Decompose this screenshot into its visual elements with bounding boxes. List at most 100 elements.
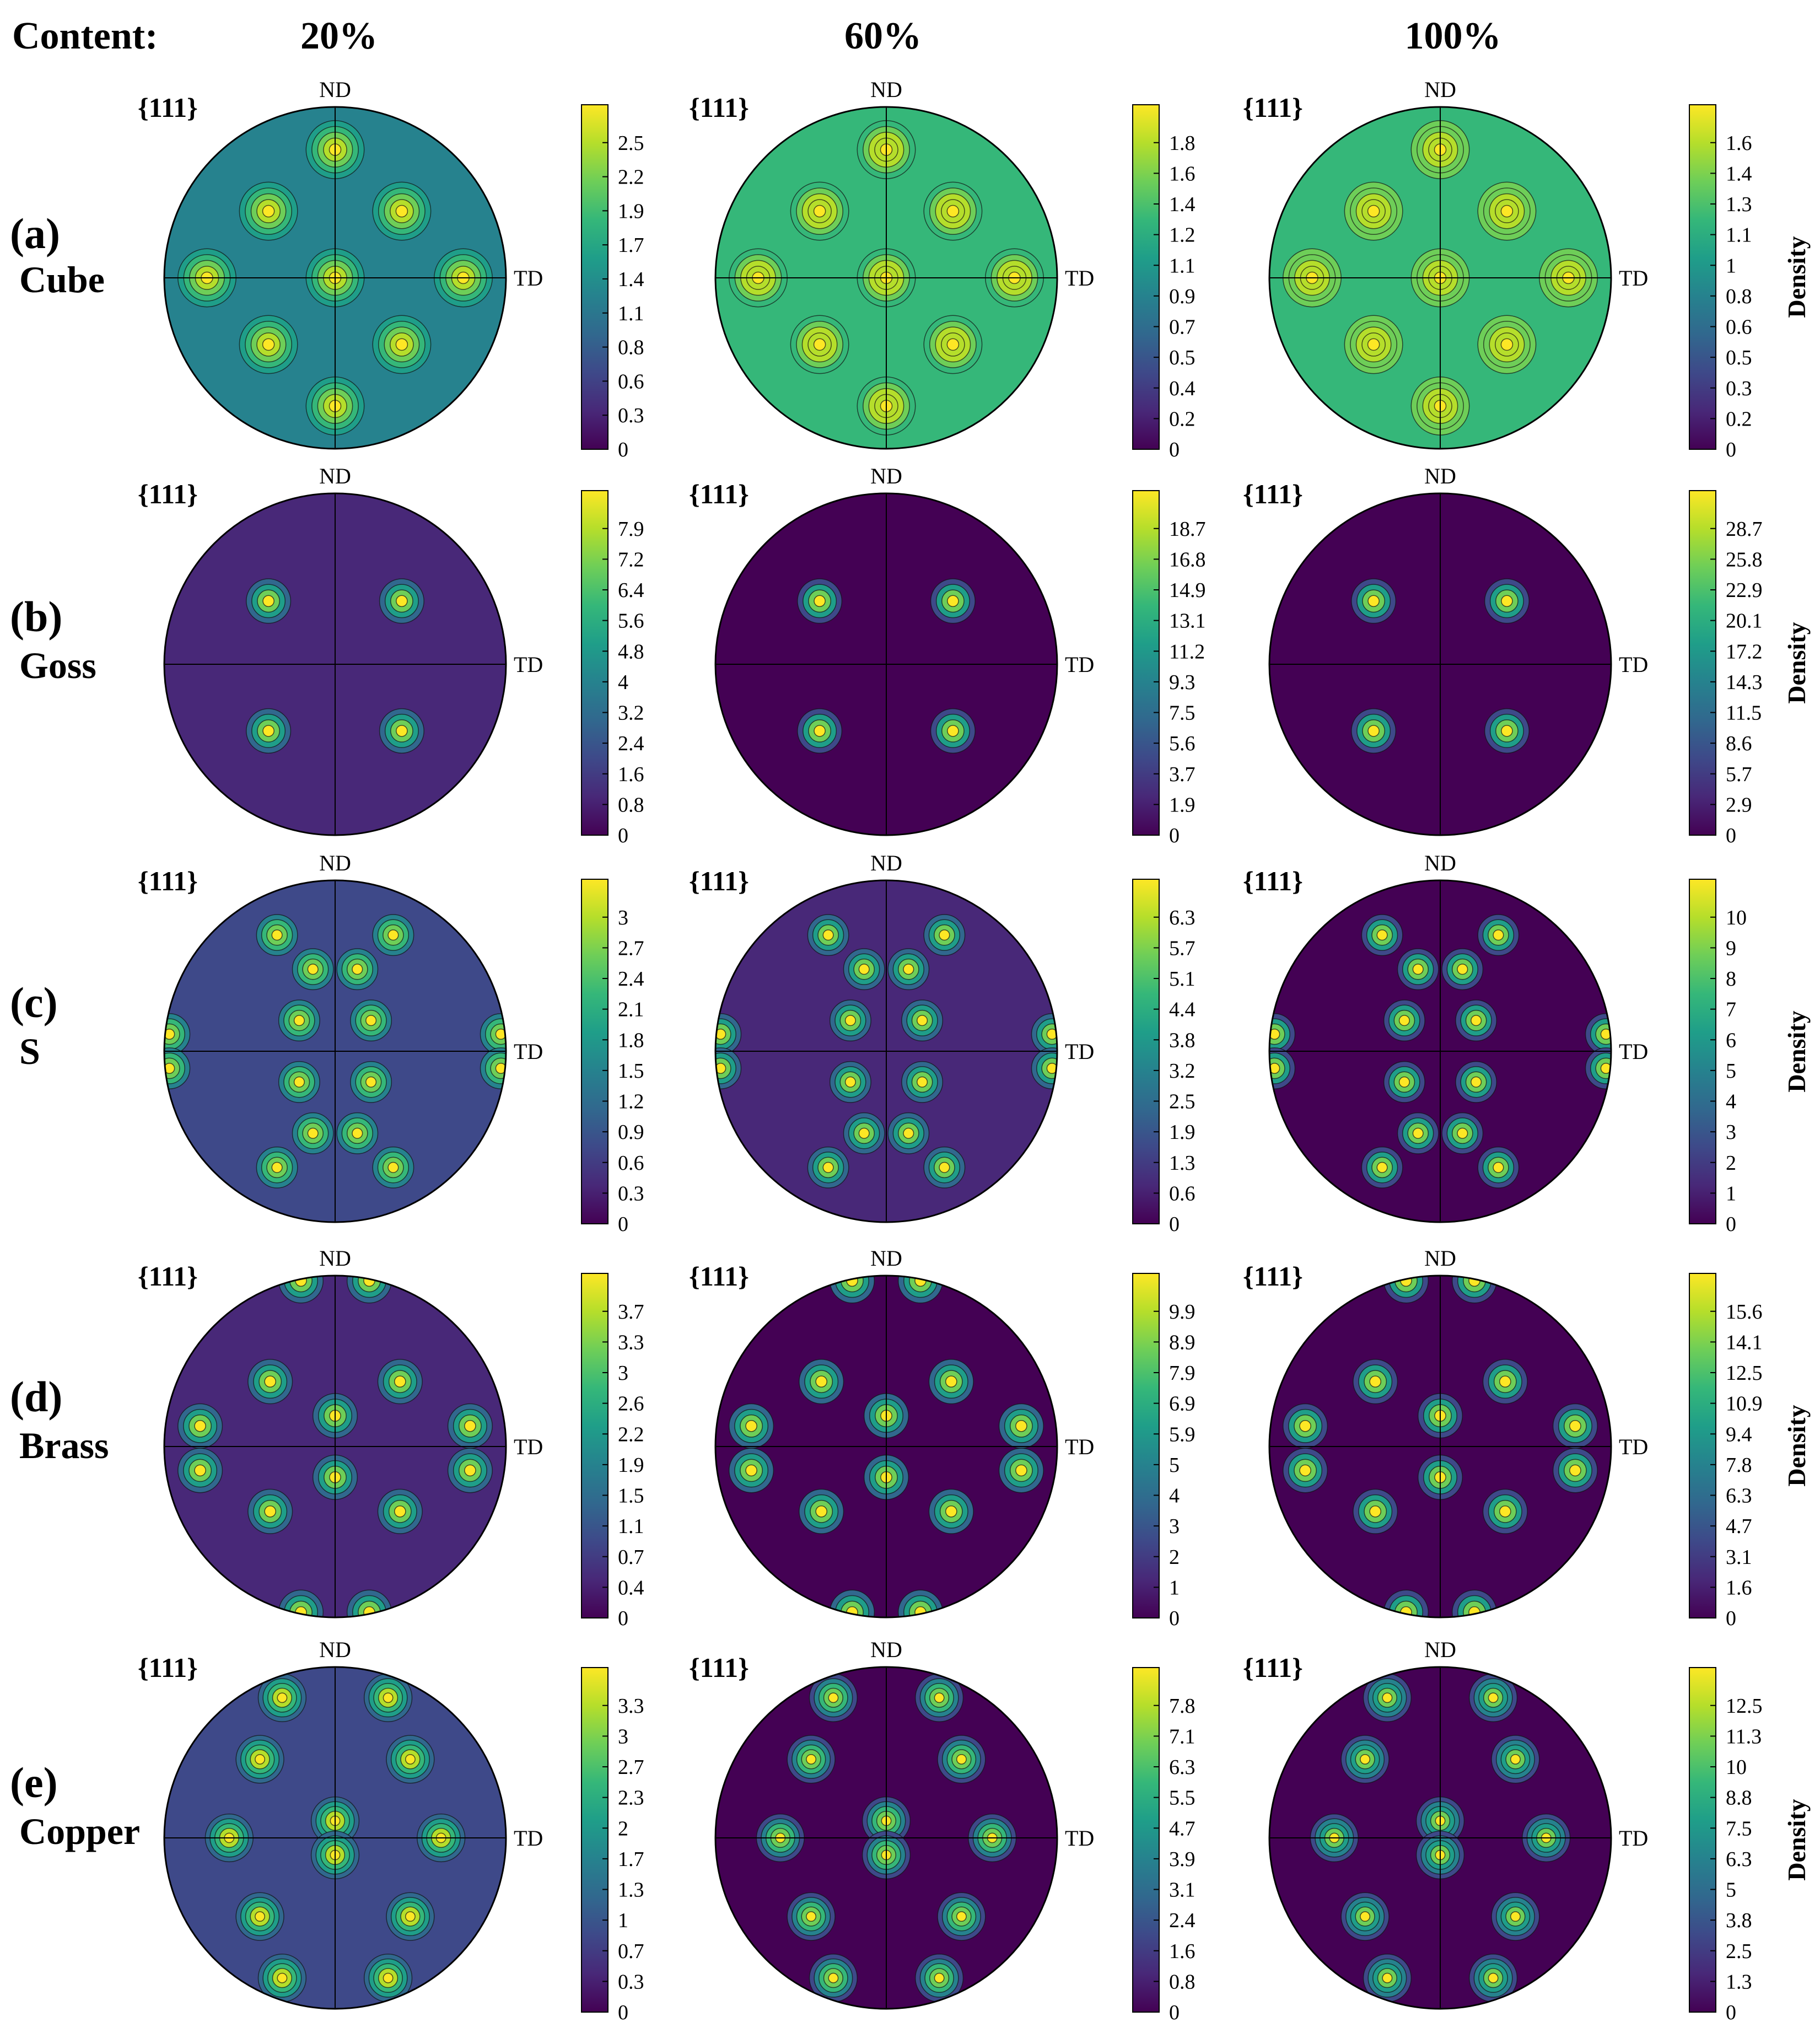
density-peak: [1402, 1079, 1407, 1085]
density-peak: [1495, 932, 1501, 938]
nd-label: ND: [319, 851, 351, 875]
colorbar-tick-label: 14.3: [1726, 671, 1763, 694]
colorbar-tick-label: 4.7: [1169, 1817, 1196, 1840]
density-peak: [941, 1165, 947, 1170]
nd-label: ND: [870, 464, 902, 488]
colorbar-tick-label: 3.8: [1726, 1909, 1752, 1932]
colorbar-tick-label: 0.8: [1169, 1970, 1196, 1993]
density-peak: [906, 966, 911, 972]
colorbar-tick-label: 2.5: [618, 132, 644, 155]
density-peak: [848, 1079, 853, 1085]
colorbar-tick-label: 3.1: [1726, 1546, 1752, 1569]
colorbar-tick-label: 6.3: [1169, 1756, 1196, 1779]
plane-family-label: {111}: [138, 865, 198, 896]
density-peak: [274, 932, 280, 938]
density-peak: [949, 341, 957, 348]
pole-figure-panel: {111} ND TD 3.7 3.3 3 2.6 2.2 1.9 1.5 1.1 0.7 0.4 0: [138, 1246, 644, 1630]
colorbar: [1132, 1667, 1160, 2013]
colorbar-tick-label: 3: [1169, 1515, 1180, 1538]
colorbar-tick-label: 1.9: [1169, 793, 1196, 816]
row-name-brass: Brass: [19, 1424, 109, 1466]
colorbar: [1132, 490, 1160, 836]
content-header: Content:: [12, 15, 158, 57]
colorbar-tick-label: 5.7: [1169, 937, 1196, 960]
density-peak: [1302, 1423, 1308, 1429]
density-peak: [399, 598, 405, 604]
colorbar-tick-label: 1.7: [618, 234, 644, 257]
colorbar-tick-label: 5.6: [1169, 732, 1196, 755]
colorbar-tick-label: 1.6: [1169, 1940, 1196, 1963]
colorbar: [1689, 1667, 1716, 2013]
colorbar-tick-label: 12.5: [1726, 1695, 1763, 1718]
density-peak: [1371, 598, 1376, 604]
column-header-20: 20%: [300, 15, 378, 57]
colorbar-tick-label: 18.7: [1169, 518, 1206, 541]
colorbar-tick-label: 4: [1726, 1090, 1736, 1114]
nd-label: ND: [319, 1246, 351, 1271]
density-peak: [749, 1423, 754, 1429]
pole-figure-outline: [714, 1275, 1058, 1618]
colorbar-tick-label: 7: [1726, 998, 1736, 1021]
density-peak: [816, 341, 823, 348]
density-peak: [1490, 1975, 1496, 1981]
density-peak: [1402, 1018, 1407, 1023]
density-peak: [948, 1508, 954, 1514]
colorbar-tick-label: 5.7: [1726, 763, 1752, 786]
density-peak: [267, 1508, 273, 1514]
colorbar-tick-label: 2.3: [618, 1787, 644, 1810]
density-peak: [808, 1913, 814, 1919]
colorbar-tick-label: 1.3: [618, 1879, 644, 1902]
td-label: TD: [514, 652, 543, 677]
pole-figure-panel: {111} ND TD 1.8 1.6 1.4 1.2 1.1 0.9 0.7 0.5 0.4 0.2 0: [689, 77, 1196, 461]
density-peak: [397, 1379, 403, 1385]
colorbar-tick-label: 1.6: [1726, 1576, 1752, 1599]
pole-figure-panel: {111} ND TD 1.6 1.4 1.3 1.1 1 0.8 0.6 0.5 0.3 0.2 0 De…: [1243, 77, 1811, 461]
pole-figure-outline: [1268, 1666, 1612, 2010]
colorbar-tick-label: 1.5: [618, 1060, 644, 1083]
colorbar-tick-label: 5: [1726, 1060, 1736, 1083]
density-peak: [1370, 207, 1377, 215]
plane-family-label: {111}: [1243, 865, 1303, 896]
density-peak: [166, 1031, 172, 1037]
plane-family-label: {111}: [689, 865, 749, 896]
plane-family-label: {111}: [689, 1652, 749, 1683]
colorbar-tick-label: 1.6: [1169, 162, 1196, 185]
density-peak: [1502, 1379, 1508, 1385]
pole-figure-outline: [163, 1666, 507, 2010]
density-peak: [1502, 1508, 1508, 1514]
pole-figure-panel: {111} ND TD 6.3 5.7 5.1 4.4 3.8 3.2 2.5 1.9 1.3 0.6 0: [689, 851, 1196, 1236]
colorbar-tick-label: 3: [1726, 1121, 1736, 1144]
density-peak: [1603, 1066, 1609, 1071]
colorbar-tick-label: 15.6: [1726, 1300, 1763, 1324]
pole-figure-outline: [1268, 879, 1612, 1223]
colorbar-tick-label: 0.5: [1726, 346, 1752, 369]
pole-figure-panel: {111} ND TD 3 2.7 2.4 2.1 1.8 1.5 1.2 0.9 0.6 0.3 0: [138, 851, 644, 1236]
colorbar-tick-label: 6.3: [1726, 1848, 1752, 1871]
colorbar-density-label: Density: [1783, 236, 1811, 318]
td-label: TD: [1619, 1039, 1648, 1064]
density-peak: [950, 728, 956, 734]
density-peak: [398, 341, 406, 348]
colorbar-density-label: Density: [1783, 622, 1811, 703]
density-peak: [1473, 1079, 1479, 1085]
density-peak: [1573, 1467, 1578, 1474]
density-peak: [407, 1756, 413, 1762]
colorbar-tick-label: 3.7: [618, 1300, 644, 1324]
density-peak: [467, 1467, 473, 1474]
colorbar-tick-label: 2: [1726, 1152, 1736, 1175]
colorbar-tick-label: 0.7: [618, 1546, 644, 1569]
colorbar: [1132, 879, 1160, 1224]
colorbar-tick-label: 14.9: [1169, 579, 1206, 602]
colorbar-tick-label: 1.9: [1169, 1121, 1196, 1144]
colorbar-tick-label: 4.7: [1726, 1515, 1752, 1538]
colorbar-tick-label: 6.3: [1169, 906, 1196, 929]
colorbar-tick-label: 5.6: [618, 610, 644, 633]
colorbar-tick-label: 16.8: [1169, 548, 1206, 571]
colorbar-tick-label: 11.3: [1726, 1725, 1762, 1748]
colorbar-tick-label: 2: [1169, 1546, 1180, 1569]
pole-figure-outline: [163, 492, 507, 836]
density-peak: [718, 1066, 723, 1071]
colorbar-tick-label: 4: [618, 671, 628, 694]
td-label: TD: [1065, 1434, 1094, 1459]
